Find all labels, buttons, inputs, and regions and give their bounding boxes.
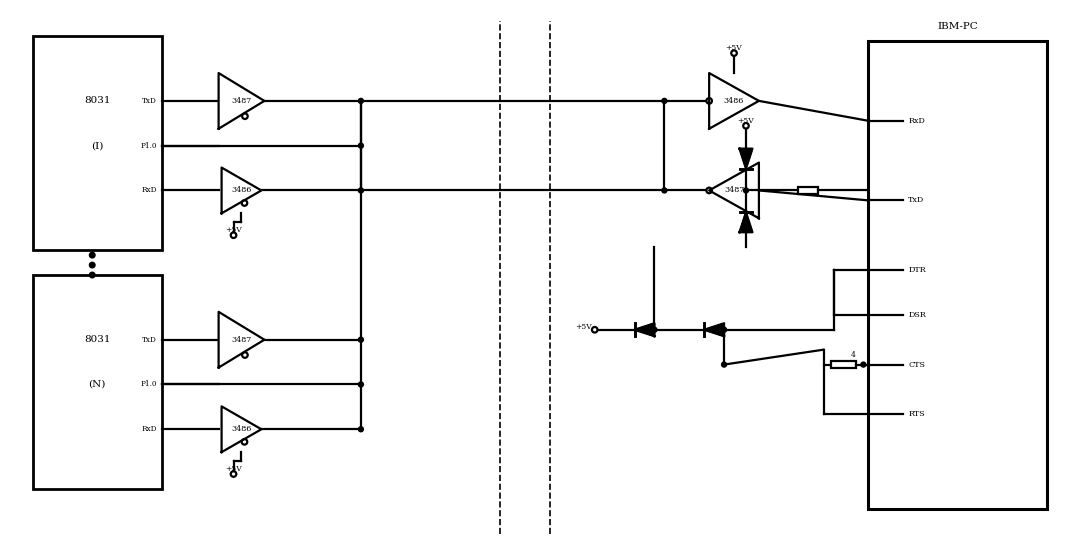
Polygon shape — [218, 312, 265, 367]
Text: 3486: 3486 — [231, 186, 252, 194]
Circle shape — [359, 427, 363, 432]
Polygon shape — [710, 73, 759, 129]
Text: DTR: DTR — [908, 266, 926, 274]
Circle shape — [721, 362, 727, 367]
Text: RxD: RxD — [908, 117, 926, 125]
Circle shape — [652, 327, 657, 332]
Circle shape — [90, 272, 95, 278]
Text: 8031: 8031 — [84, 335, 110, 344]
Text: +5V: +5V — [225, 465, 242, 473]
Polygon shape — [221, 407, 261, 452]
Text: CTS: CTS — [908, 361, 926, 368]
Text: 8031: 8031 — [84, 96, 110, 105]
Circle shape — [90, 253, 95, 258]
Text: DSR: DSR — [908, 311, 926, 319]
Text: RxD: RxD — [141, 425, 157, 433]
Text: RxD: RxD — [141, 186, 157, 194]
Bar — [868, 41, 1048, 509]
Bar — [831, 361, 856, 368]
Text: 4: 4 — [851, 351, 855, 358]
Bar — [32, 275, 162, 489]
Text: TxD: TxD — [143, 97, 157, 105]
Text: P1.0: P1.0 — [140, 142, 157, 150]
Text: 3486: 3486 — [231, 425, 252, 433]
Polygon shape — [740, 212, 753, 232]
Text: +5V: +5V — [225, 226, 242, 234]
Circle shape — [743, 188, 748, 193]
Polygon shape — [635, 323, 654, 336]
Circle shape — [359, 337, 363, 342]
Text: P1.0: P1.0 — [140, 380, 157, 389]
Text: +5V: +5V — [738, 117, 754, 125]
Circle shape — [721, 327, 727, 332]
Bar — [798, 187, 818, 194]
Text: +5V: +5V — [575, 323, 592, 331]
Text: (N): (N) — [89, 380, 106, 389]
Text: IBM-PC: IBM-PC — [937, 22, 978, 31]
Text: TxD: TxD — [908, 197, 924, 204]
Circle shape — [359, 99, 363, 104]
Polygon shape — [704, 323, 724, 336]
Circle shape — [662, 99, 666, 104]
Text: 3487: 3487 — [231, 335, 252, 344]
Polygon shape — [710, 162, 759, 218]
Text: TxD: TxD — [143, 335, 157, 344]
Circle shape — [359, 188, 363, 193]
Circle shape — [861, 362, 866, 367]
Text: RTS: RTS — [908, 410, 924, 418]
Circle shape — [662, 188, 666, 193]
Circle shape — [359, 143, 363, 148]
Text: +5V: +5V — [726, 44, 742, 52]
Text: 3487: 3487 — [724, 186, 744, 194]
Bar — [32, 36, 162, 250]
Circle shape — [90, 262, 95, 268]
Text: (I): (I) — [91, 141, 104, 150]
Text: 3486: 3486 — [724, 97, 744, 105]
Circle shape — [359, 382, 363, 387]
Polygon shape — [218, 73, 265, 129]
Polygon shape — [740, 148, 753, 169]
Text: 3487: 3487 — [231, 97, 252, 105]
Polygon shape — [221, 167, 261, 213]
